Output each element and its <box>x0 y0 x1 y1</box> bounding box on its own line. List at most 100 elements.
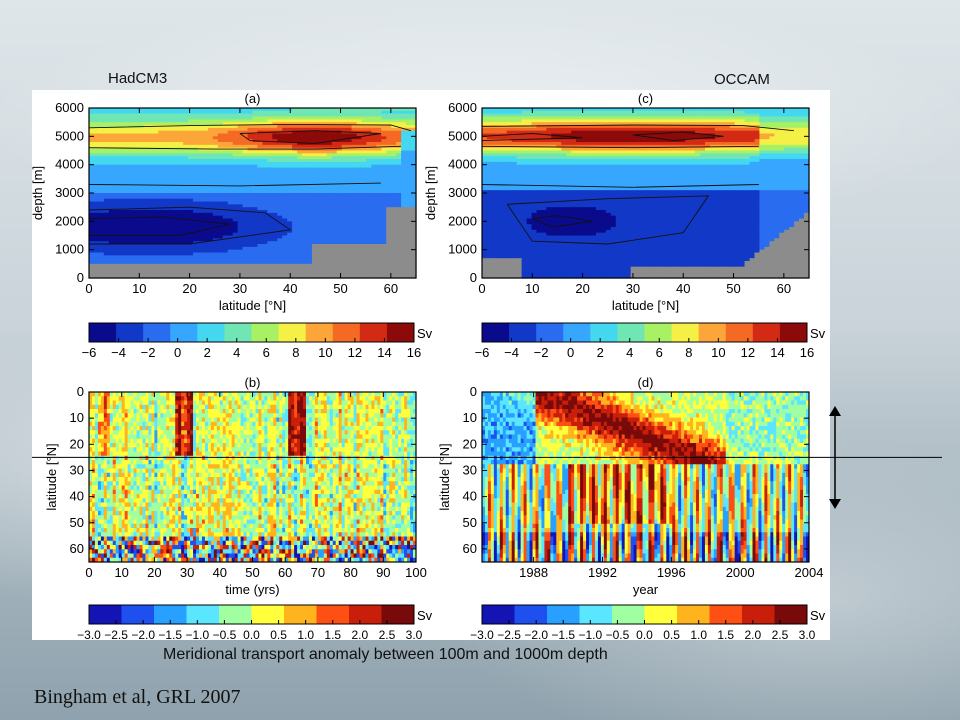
colorbar-unit: Sv <box>810 608 826 623</box>
colorbar-tick-label: −1.5 <box>551 628 575 642</box>
x-tick-label: 40 <box>213 565 227 580</box>
colorbar-swatch <box>644 605 678 624</box>
colorbar-swatch <box>154 605 187 624</box>
contour-line <box>481 145 759 149</box>
y-tick-label: 1000 <box>448 242 477 257</box>
colorbar-tick-label: 1.5 <box>717 628 734 642</box>
colorbar-unit: Sv <box>810 326 826 341</box>
x-tick-label: 30 <box>626 281 640 296</box>
x-tick-label: 20 <box>575 281 589 296</box>
y-tick-label: 30 <box>70 462 84 477</box>
x-tick-label: 0 <box>478 281 485 296</box>
y-tick-label: 40 <box>463 489 477 504</box>
x-tick-label: 40 <box>283 281 297 296</box>
colorbar-tick-label: −2.0 <box>131 628 155 642</box>
colorbar-swatch <box>359 323 388 342</box>
y-axis-label: depth [m] <box>30 166 45 220</box>
colorbar-swatch <box>509 323 537 342</box>
colorbar-tick-label: 0.0 <box>636 628 653 642</box>
x-tick-label: 60 <box>384 281 398 296</box>
colorbar-tick-label: −1.0 <box>185 628 209 642</box>
x-tick-label: 10 <box>114 565 128 580</box>
colorbar-tick-label: 10 <box>711 345 725 360</box>
x-tick-label: 60 <box>278 565 292 580</box>
colorbar-tick-label: −4 <box>504 345 519 360</box>
colorbar-swatch <box>116 323 144 342</box>
y-tick-label: 40 <box>70 489 84 504</box>
colorbar-swatch <box>482 323 510 342</box>
y-tick-label: 30 <box>463 462 477 477</box>
colorbar-swatch <box>698 323 727 342</box>
y-tick-label: 20 <box>70 436 84 451</box>
colorbar-swatch <box>482 605 515 624</box>
colorbar-tick-label: 2 <box>204 345 211 360</box>
colorbar-tick-label: 10 <box>318 345 332 360</box>
panel-c-colorbar: −6 −4 −2 0 2 4 6 8 10 12 14 16 Sv <box>475 322 826 360</box>
colorbar-tick-label: 12 <box>348 345 362 360</box>
colorbar-swatch <box>386 323 415 342</box>
colorbar-swatch <box>284 605 317 624</box>
contour-line <box>481 184 759 188</box>
y-tick-label: 0 <box>77 384 84 399</box>
colorbar-tick-label: 3.0 <box>406 628 423 642</box>
colorbar-swatch <box>774 605 808 624</box>
x-tick-label: 50 <box>726 281 740 296</box>
colorbar-swatch <box>536 323 564 342</box>
colorbar-swatch <box>89 605 122 624</box>
colorbar-swatch <box>121 605 155 624</box>
colorbar-swatch <box>186 605 220 624</box>
colorbar-tick-label: −2 <box>141 345 156 360</box>
figure-caption: Meridional transport anomaly between 100… <box>163 646 608 663</box>
colorbar-tick-label: 4 <box>626 345 633 360</box>
colorbar-swatch <box>612 605 645 624</box>
colorbar-swatch <box>779 323 808 342</box>
panel-a-axes: (a) 0 10 20 30 40 50 60 0 1000 2000 3000 4000 5000 600… <box>30 91 417 313</box>
x-tick-label: 90 <box>376 565 390 580</box>
colorbar-swatch <box>332 323 361 342</box>
y-tick-label: 0 <box>470 384 477 399</box>
colorbar-tick-label: 0 <box>567 345 574 360</box>
colorbar-tick-label: 6 <box>263 345 270 360</box>
colorbar-tick-label: −2.5 <box>497 628 521 642</box>
y-tick-label: 20 <box>463 436 477 451</box>
x-tick-label: 50 <box>245 565 259 580</box>
contour-line <box>506 195 710 245</box>
x-tick-label: 20 <box>182 281 196 296</box>
occam-label: OCCAM <box>714 71 770 88</box>
y-tick-label: 6000 <box>448 100 477 115</box>
colorbar-tick-label: 2.5 <box>772 628 789 642</box>
colorbar-tick-label: 16 <box>800 345 814 360</box>
y-tick-label: 5000 <box>55 128 84 143</box>
colorbar-tick-label: 12 <box>741 345 755 360</box>
panel-a-field <box>89 108 417 279</box>
colorbar-tick-label: 0.5 <box>270 628 287 642</box>
contour-line <box>88 216 230 236</box>
contour-line <box>481 124 794 132</box>
x-tick-label: 20 <box>147 565 161 580</box>
y-tick-label: 4000 <box>55 157 84 172</box>
arrow-head-down <box>829 499 841 509</box>
y-tick-label: 10 <box>463 410 477 425</box>
x-tick-label: 60 <box>777 281 791 296</box>
panel-c-contours <box>481 124 794 245</box>
y-axis-label: depth [m] <box>423 166 438 220</box>
colorbar-swatch <box>725 323 754 342</box>
y-axis-label: latitude [°N] <box>437 443 452 510</box>
double-arrow <box>829 406 841 509</box>
y-axis-label: latitude [°N] <box>44 443 59 510</box>
x-tick-label: 30 <box>180 565 194 580</box>
y-tick-label: 50 <box>70 515 84 530</box>
x-tick-label: 80 <box>343 565 357 580</box>
colorbar-tick-label: −1.5 <box>158 628 182 642</box>
colorbar-tick-label: 0.5 <box>663 628 680 642</box>
colorbar-frame <box>88 322 415 343</box>
y-tick-label: 5000 <box>448 128 477 143</box>
colorbar-swatch <box>579 605 613 624</box>
y-tick-label: 0 <box>77 270 84 285</box>
x-tick-label: 1992 <box>588 565 617 580</box>
colorbar-tick-label: 14 <box>377 345 391 360</box>
colorbar-tick-label: 16 <box>407 345 421 360</box>
colorbar-tick-label: 6 <box>656 345 663 360</box>
colorbar-swatch <box>143 323 171 342</box>
hadcm3-label: HadCM3 <box>108 70 168 87</box>
